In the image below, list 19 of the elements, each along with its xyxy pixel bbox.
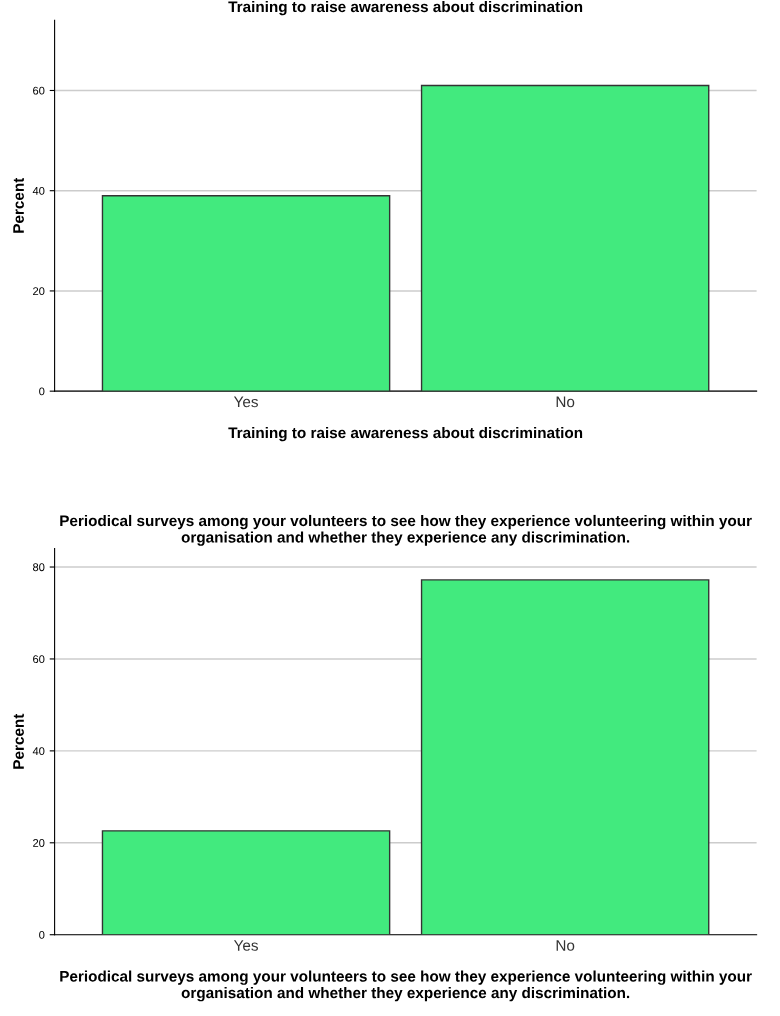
- y-axis-title: Percent: [13, 177, 24, 233]
- y-tick-label: 20: [33, 839, 45, 847]
- chart-title: Training to raise awareness about discrimination: [228, 0, 583, 16]
- y-tick-label: 80: [33, 563, 45, 572]
- x-tick-label: No: [556, 940, 575, 951]
- y-tick-label: 60: [33, 655, 45, 664]
- y-tick-label: 40: [32, 747, 45, 756]
- chart-title: Periodical surveys among your volunteers to see how they experience volunteering within your organisation and whether they experience any discrimination.: [60, 514, 752, 546]
- y-axis-title: Percent: [13, 713, 24, 769]
- x-tick-label: Yes: [233, 396, 258, 408]
- x-axis-title: Training to raise awareness about discrimination: [228, 426, 583, 442]
- y-tick-label: 20: [33, 287, 45, 296]
- x-tick-label: Yes: [233, 940, 258, 951]
- y-tick-label: 40: [32, 186, 45, 195]
- x-tick-label: No: [556, 396, 575, 408]
- y-tick-label: 60: [33, 86, 45, 95]
- x-axis-title: Periodical surveys among your volunteers to see how they experience volunteering within your organisation and whether they experience any discrimination.: [60, 970, 752, 1002]
- y-tick-label: 0: [39, 387, 45, 396]
- y-tick-label: 0: [39, 930, 45, 939]
